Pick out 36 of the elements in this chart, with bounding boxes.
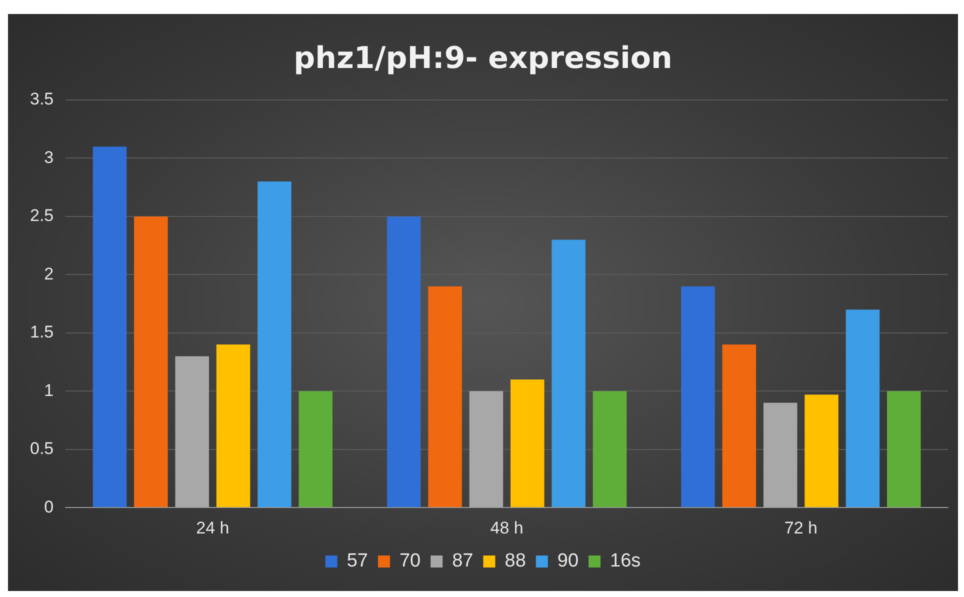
- legend-label: 90: [557, 550, 579, 572]
- y-tick-label: 0.5: [30, 439, 54, 458]
- y-tick-label: 2.5: [30, 206, 54, 226]
- chart-title: phz1/pH:9- expression: [294, 40, 672, 76]
- bar: [92, 146, 127, 508]
- legend-label: 87: [452, 550, 474, 572]
- bar: [592, 391, 627, 508]
- y-tick-label: 3.5: [30, 90, 54, 109]
- bar: [846, 310, 880, 508]
- y-tick-label: 2: [44, 264, 54, 284]
- y-tick-label: 1: [44, 380, 54, 400]
- bar: [175, 356, 209, 508]
- bar: [552, 240, 586, 508]
- x-tick-label: 48 h: [490, 518, 524, 538]
- y-tick-label: 3: [44, 148, 54, 167]
- legend-label: 88: [504, 550, 526, 572]
- bar: [469, 391, 504, 508]
- bar: [258, 182, 292, 508]
- bar: [681, 286, 715, 508]
- bar: [298, 391, 333, 508]
- bar: [804, 394, 838, 508]
- x-tick-label: 24 h: [196, 518, 230, 538]
- bar: [216, 344, 250, 508]
- bar: [428, 286, 462, 508]
- bar: [510, 379, 544, 508]
- bar: [722, 344, 756, 508]
- bar: [386, 216, 421, 508]
- bar: [887, 391, 921, 508]
- bar: [134, 216, 168, 508]
- y-tick-label: 0: [44, 497, 54, 516]
- y-tick-label: 1.5: [30, 322, 54, 342]
- legend-label: 16s: [610, 550, 641, 572]
- x-tick-label: 72 h: [784, 518, 818, 538]
- bar: [763, 402, 798, 508]
- legend-label: 57: [346, 550, 368, 572]
- legend-label: 70: [399, 550, 421, 572]
